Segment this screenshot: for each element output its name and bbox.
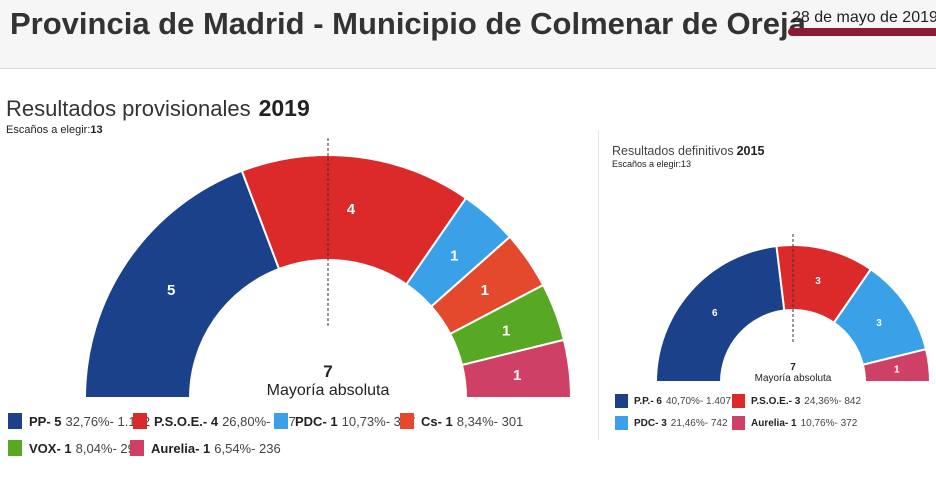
seat-count-label: 1 [513, 367, 521, 384]
majority-label: Mayoría absoluta [754, 373, 832, 384]
seats-label: Escaños a elegir: [6, 124, 91, 136]
previous-heading: Resultados definitivos 2015 [612, 144, 764, 158]
legend-item: Aurelia- 1 6,54%- 236 [130, 440, 281, 456]
seat-count-label: 5 [167, 282, 175, 299]
color-swatch [615, 416, 628, 430]
party-name: Aurelia- 1 [751, 417, 797, 429]
party-name: Aurelia- 1 [151, 440, 211, 456]
seat-count-label: 1 [481, 282, 489, 299]
heading-text: Resultados provisionales [6, 96, 251, 121]
party-name: VOX- 1 [29, 440, 72, 456]
seat-count-label: 3 [815, 276, 821, 287]
majority-label: Mayoría absoluta [266, 382, 390, 399]
seat-count-label: 1 [450, 247, 458, 264]
seats-label: Escaños a elegir: [612, 159, 682, 169]
legend-item: PDC- 3 21,46%- 742 [615, 416, 728, 430]
party-detail: 24,36%- 842 [804, 395, 862, 407]
divider [598, 130, 599, 440]
party-detail: 8,04%- 290 [75, 440, 143, 456]
legend-item: P.S.O.E.- 4 26,80%- 967 [133, 413, 296, 429]
party-detail: 8,34%- 301 [456, 413, 524, 429]
page-title: Provincia de Madrid - Municipio de Colme… [10, 6, 806, 41]
color-swatch [400, 413, 414, 429]
previous-majority: 7 Mayoría absoluta [733, 362, 853, 384]
date-underline [788, 28, 936, 36]
color-swatch [8, 440, 22, 456]
seats-value: 13 [90, 124, 103, 136]
majority-number: 7 [323, 362, 333, 381]
legend-item: PP- 5 32,76%- 1.182 [8, 413, 150, 429]
seats-value: 13 [681, 159, 692, 169]
legend-item: Cs- 1 8,34%- 301 [400, 413, 523, 429]
party-detail: 10,73%- 387 [341, 413, 416, 429]
party-detail: 6,54%- 236 [214, 440, 281, 456]
majority-number: 7 [790, 362, 796, 373]
majority: 7 Mayoría absoluta [228, 362, 428, 400]
party-detail: 32,76%- 1.182 [65, 413, 151, 429]
party-name: PDC- 1 [295, 413, 338, 429]
seats-to-elect: Escaños a elegir:13 [6, 124, 103, 136]
party-detail: 21,46%- 742 [670, 417, 728, 429]
seat-count-label: 6 [712, 308, 718, 319]
heading-year: 2015 [736, 144, 765, 158]
party-detail: 40,70%- 1.407 [666, 395, 732, 407]
main-heading: Resultados provisionales 2019 [6, 95, 310, 122]
seat-count-label: 1 [894, 365, 900, 376]
party-name: PP- 5 [29, 413, 62, 429]
previous-seats-to-elect: Escaños a elegir:13 [612, 159, 691, 169]
heading-text: Resultados definitivos [612, 144, 734, 158]
color-swatch [130, 440, 144, 456]
seat-count-label: 1 [502, 322, 510, 339]
color-swatch [8, 413, 22, 429]
date: 28 de mayo de 2019, [792, 9, 936, 26]
color-swatch [615, 394, 628, 408]
legend-item: PDC- 1 10,73%- 387 [274, 413, 415, 429]
color-swatch [732, 416, 745, 430]
legend-item: VOX- 1 8,04%- 290 [8, 440, 142, 456]
party-name: P.P.- 6 [634, 395, 662, 407]
legend-item: Aurelia- 1 10,76%- 372 [732, 416, 857, 430]
heading-year: 2019 [258, 95, 310, 121]
seat-arc-aurelia[interactable] [861, 348, 932, 383]
party-name: P.S.O.E.- 4 [154, 413, 219, 429]
seat-count-label: 3 [876, 318, 882, 329]
party-name: Cs- 1 [421, 413, 453, 429]
color-swatch [732, 394, 745, 408]
seat-count-label: 4 [347, 201, 356, 218]
party-name: PDC- 3 [634, 417, 667, 429]
seat-arc-psoe[interactable] [240, 154, 468, 286]
seat-arc-pp[interactable] [654, 244, 786, 383]
color-swatch [274, 413, 288, 429]
header: Provincia de Madrid - Municipio de Colme… [0, 0, 936, 69]
color-swatch [133, 413, 147, 429]
seat-arc-aurelia[interactable] [460, 338, 573, 399]
party-detail: 10,76%- 372 [800, 417, 858, 429]
legend-item: P.S.O.E.- 3 24,36%- 842 [732, 394, 861, 408]
legend-item: P.P.- 6 40,70%- 1.407 [615, 394, 731, 408]
party-name: P.S.O.E.- 3 [751, 395, 801, 407]
seat-arc-pp[interactable] [83, 169, 281, 399]
